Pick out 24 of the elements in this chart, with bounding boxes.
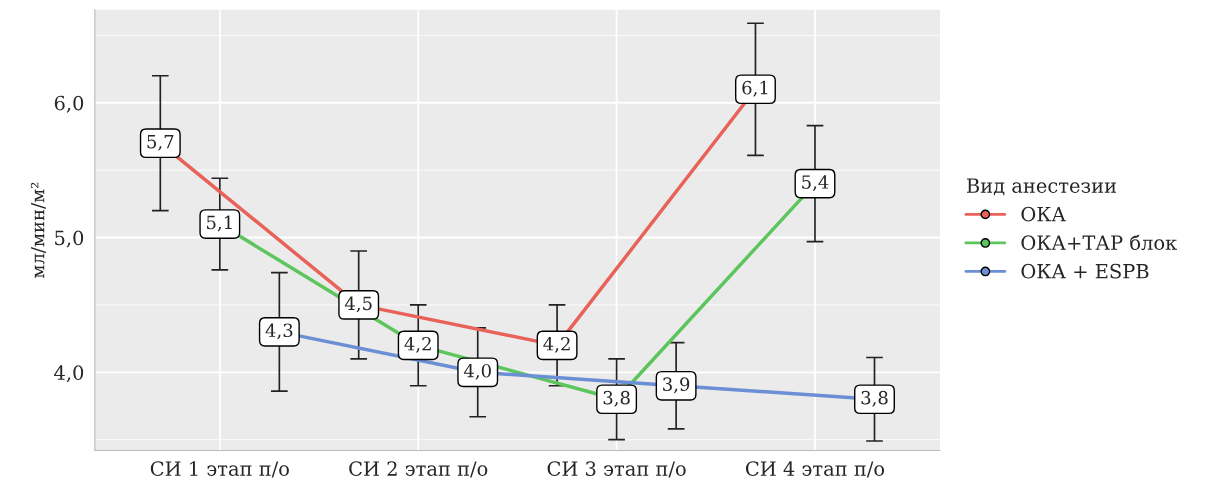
y-tick-label: 4,0 (54, 365, 84, 383)
data-label: 3,9 (663, 377, 690, 394)
data-label: 6,1 (742, 80, 768, 97)
legend-title: Вид анестезии (966, 178, 1117, 196)
data-label: 4,3 (265, 323, 293, 340)
data-label: 4,0 (463, 363, 491, 380)
data-label: 5,7 (147, 134, 174, 151)
y-tick-label: 6,0 (54, 95, 84, 113)
legend-label: ОКА (1021, 206, 1066, 222)
data-label: 3,8 (861, 390, 888, 407)
legend-label: ОКА + ESPB (1021, 263, 1149, 279)
data-label: 4,5 (344, 296, 372, 313)
x-tick-label: СИ 4 этап п/о (745, 461, 885, 478)
x-tick-label: СИ 1 этап п/о (150, 461, 289, 478)
data-label: 5,4 (802, 175, 829, 192)
x-tick-label: СИ 2 этап п/о (349, 461, 488, 478)
legend-label: ОКА+ТАР блок (1021, 234, 1178, 251)
data-label: 4,2 (543, 336, 570, 353)
y-axis-title: мл/мин/м² (30, 182, 46, 278)
y-tick-label: 5,0 (55, 230, 84, 248)
x-tick-label: СИ 3 этап п/о (547, 461, 686, 478)
data-label: 4,2 (404, 336, 431, 353)
data-label: 3,8 (603, 390, 630, 407)
data-label: 5,1 (207, 215, 232, 232)
